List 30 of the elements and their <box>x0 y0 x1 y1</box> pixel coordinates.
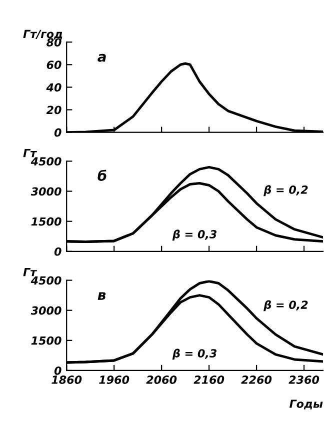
x-tick-label: 2060 <box>146 376 177 384</box>
y-tick-label: 0 <box>54 366 62 375</box>
y-axis-title: Гт <box>23 268 38 276</box>
y-tick-label: 3000 <box>30 187 62 196</box>
annotation: б <box>98 170 106 181</box>
y-tick-label: 1500 <box>31 217 62 226</box>
y-tick-label: 4500 <box>30 276 62 285</box>
x-tick-label: 2160 <box>194 376 224 384</box>
y-tick-label: 1500 <box>31 336 62 345</box>
annotation: в <box>98 292 106 300</box>
x-tick-label: 2260 <box>241 376 272 384</box>
x-axis-title: Годы <box>290 400 323 410</box>
x-tick-label: 1960 <box>99 376 130 384</box>
y-tick-label: 0 <box>54 247 62 256</box>
y-tick-label: 3000 <box>30 306 62 315</box>
y-tick-label: 20 <box>46 106 62 114</box>
series-label: β = 0,2 <box>264 300 308 312</box>
y-tick-label: 80 <box>46 38 62 46</box>
y-axis-title: Гт/год <box>23 30 62 40</box>
y-tick-label: 60 <box>46 60 62 70</box>
text: β = 0,3 <box>172 348 216 360</box>
y-tick-label: 40 <box>46 83 62 92</box>
x-tick-label: 2360 <box>288 376 320 384</box>
y-axis-title: Гт <box>23 148 38 158</box>
x-tick-label: 1860 <box>52 376 82 384</box>
y-tick-label: 0 <box>54 128 62 137</box>
annotation: а <box>98 54 106 62</box>
y-tick-label: 4500 <box>30 157 62 166</box>
series-label: β = 0,2 <box>264 185 308 196</box>
text: β = 0,3 <box>172 230 216 241</box>
